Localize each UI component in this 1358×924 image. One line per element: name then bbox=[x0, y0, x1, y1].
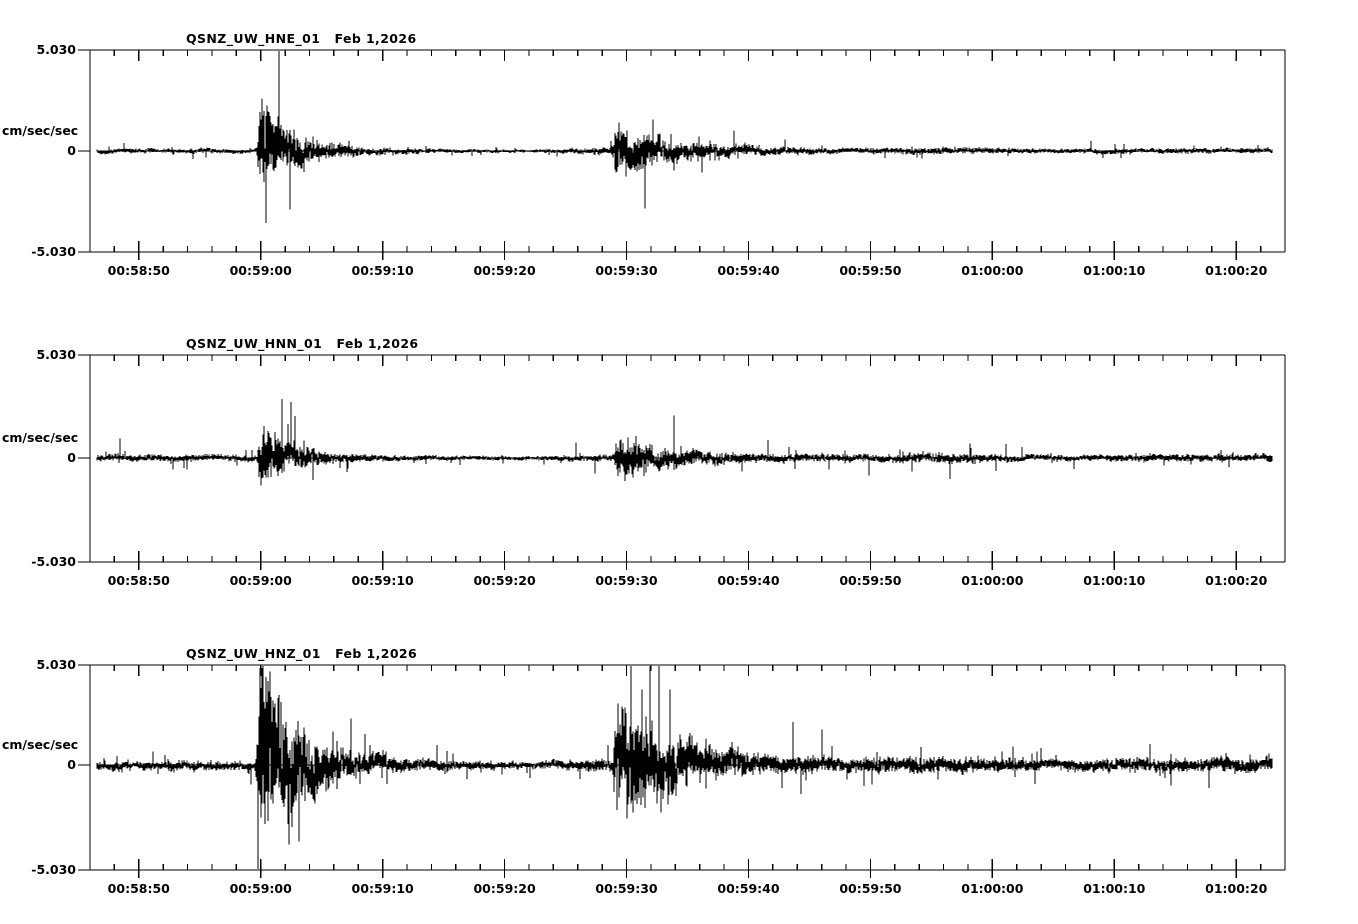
x-axis-tick-label: 01:00:10 bbox=[1083, 881, 1146, 896]
x-axis-tick-label: 00:59:30 bbox=[595, 573, 658, 588]
x-axis-tick-label: 00:59:00 bbox=[229, 881, 292, 896]
x-axis-tick-label: 00:59:40 bbox=[717, 881, 780, 896]
x-axis-tick-label: 01:00:20 bbox=[1205, 263, 1268, 278]
x-axis-tick-label: 00:59:50 bbox=[839, 573, 902, 588]
y-axis-unit-label: cm/sec/sec bbox=[2, 430, 79, 445]
y-axis-min-label: -5.030 bbox=[31, 244, 76, 259]
x-axis-tick-label: 01:00:20 bbox=[1205, 881, 1268, 896]
waveform-trace bbox=[96, 666, 1273, 869]
y-axis-max-label: 5.030 bbox=[36, 42, 76, 57]
y-axis-min-label: -5.030 bbox=[31, 554, 76, 569]
y-axis-unit-label: cm/sec/sec bbox=[2, 737, 79, 752]
x-axis-tick-label: 00:59:40 bbox=[717, 573, 780, 588]
panel-title: QSNZ_UW_HNN_01 Feb 1,2026 bbox=[186, 336, 419, 351]
y-axis-unit-label: cm/sec/sec bbox=[2, 123, 79, 138]
y-axis-zero-label: 0 bbox=[67, 757, 76, 772]
panel-title: QSNZ_UW_HNZ_01 Feb 1,2026 bbox=[186, 646, 418, 661]
x-axis-tick-label: 00:59:50 bbox=[839, 881, 902, 896]
x-axis-tick-label: 00:59:10 bbox=[351, 263, 414, 278]
x-axis-tick-label: 00:59:40 bbox=[717, 263, 780, 278]
y-axis-zero-label: 0 bbox=[67, 143, 76, 158]
waveform-trace bbox=[96, 51, 1273, 223]
x-axis-tick-label: 00:59:30 bbox=[595, 263, 658, 278]
y-axis-max-label: 5.030 bbox=[36, 347, 76, 362]
x-axis-tick-label: 00:59:10 bbox=[351, 573, 414, 588]
x-axis-tick-label: 00:58:50 bbox=[107, 263, 170, 278]
x-axis-tick-label: 00:59:20 bbox=[473, 881, 536, 896]
x-axis-tick-label: 01:00:00 bbox=[961, 573, 1024, 588]
x-axis-tick-label: 01:00:10 bbox=[1083, 573, 1146, 588]
x-axis-tick-label: 01:00:00 bbox=[961, 263, 1024, 278]
waveform-trace bbox=[96, 399, 1273, 486]
y-axis-zero-label: 0 bbox=[67, 450, 76, 465]
y-axis-max-label: 5.030 bbox=[36, 657, 76, 672]
x-axis-tick-label: 01:00:20 bbox=[1205, 573, 1268, 588]
x-axis-tick-label: 00:59:00 bbox=[229, 263, 292, 278]
x-axis-tick-label: 00:59:10 bbox=[351, 881, 414, 896]
x-axis-tick-label: 00:58:50 bbox=[107, 881, 170, 896]
y-axis-min-label: -5.030 bbox=[31, 862, 76, 877]
x-axis-tick-label: 00:59:50 bbox=[839, 263, 902, 278]
panel-title: QSNZ_UW_HNE_01 Feb 1,2026 bbox=[186, 31, 417, 46]
x-axis-tick-label: 00:59:00 bbox=[229, 573, 292, 588]
x-axis-tick-label: 00:59:20 bbox=[473, 263, 536, 278]
x-axis-tick-label: 00:59:30 bbox=[595, 881, 658, 896]
x-axis-tick-label: 01:00:10 bbox=[1083, 263, 1146, 278]
x-axis-tick-label: 01:00:00 bbox=[961, 881, 1024, 896]
x-axis-tick-label: 00:59:20 bbox=[473, 573, 536, 588]
x-axis-tick-label: 00:58:50 bbox=[107, 573, 170, 588]
